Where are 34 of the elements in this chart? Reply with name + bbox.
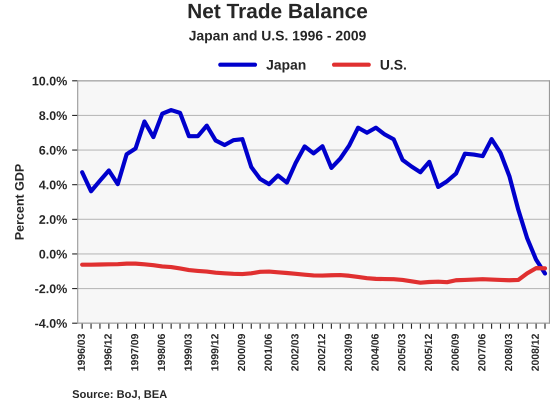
chart-subtitle: Japan and U.S. 1996 - 2009 [188,30,366,44]
x-tick-label: 1999/12 [210,334,219,371]
x-tick-label: 1996/03 [77,334,86,371]
x-tick-label: 1997/09 [130,334,138,371]
x-tick-label: 2007/06 [478,334,486,371]
x-tick-label: 2008/12 [531,334,539,371]
y-tick-label: 10.0% [32,76,67,86]
legend-label: U.S. [380,60,406,70]
y-axis-title: Percent GDP [14,164,24,240]
x-tick-label: 1999/03 [184,334,192,371]
x-tick-label: 2005/03 [398,334,406,371]
y-tick-label: 6.0% [39,146,67,155]
y-tick-label: 8.0% [39,111,67,120]
line-series [80,262,548,285]
x-tick-label: 2001/06 [264,334,272,371]
y-tick-label: -4.0% [35,319,67,328]
y-tick-label: 4.0% [38,180,67,190]
x-tick-label: 1998/06 [157,334,166,371]
source-note: Source: BoJ, BEA [72,390,167,400]
x-tick-label: 2008/03 [504,334,512,371]
x-tick-label: 2005/12 [424,334,432,371]
y-tick-label: 0.0% [39,250,67,259]
x-tick-label: 2006/09 [451,334,459,371]
chart-title: Net Trade Balance [188,3,368,18]
y-tick-label: -2.0% [35,284,67,294]
x-tick-label: 2003/09 [344,334,352,371]
line-series [80,108,548,276]
x-tick-label: 2002/03 [290,334,299,371]
x-tick-label: 1996/12 [104,334,112,371]
x-tick-label: 2002/12 [318,334,326,371]
y-tick-label: 2.0% [39,215,67,224]
x-tick-label: 2000/09 [238,334,246,371]
legend-label: Japan [266,60,306,72]
x-tick-label: 2004/06 [371,334,379,371]
